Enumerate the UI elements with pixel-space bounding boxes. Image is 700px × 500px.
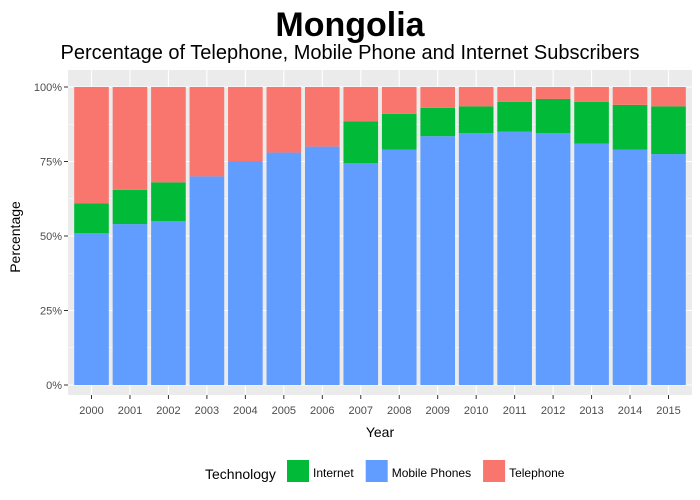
bar-telephone-2005 <box>266 87 302 153</box>
x-tick-label: 2013 <box>579 405 603 417</box>
bar-telephone-2001 <box>112 87 148 190</box>
bar-mobile-phones-2009 <box>420 136 456 385</box>
bars-group <box>74 87 686 385</box>
x-tick-label: 2004 <box>233 405 257 417</box>
bar-telephone-2009 <box>420 87 456 108</box>
bar-internet-2007 <box>343 121 379 163</box>
x-tick-label: 2014 <box>618 405 642 417</box>
legend: Technology Internet Mobile Phones Telephon… <box>205 460 565 482</box>
legend-label: Mobile Phones <box>392 466 471 480</box>
bar-telephone-2003 <box>189 87 225 177</box>
bar-telephone-2013 <box>574 87 609 102</box>
bar-internet-2012 <box>535 98 571 134</box>
legend-key-internet <box>287 460 309 482</box>
bar-telephone-2008 <box>381 87 417 114</box>
bar-telephone-2004 <box>228 87 263 162</box>
bar-telephone-2014 <box>612 87 648 105</box>
bar-telephone-2015 <box>651 87 686 107</box>
bar-internet-2000 <box>74 203 109 234</box>
x-tick-label: 2011 <box>503 405 527 417</box>
y-axis-title: Percentage <box>7 201 23 273</box>
bar-internet-2001 <box>112 189 148 225</box>
bar-mobile-phones-2005 <box>266 152 302 385</box>
y-tick-label: 100% <box>34 82 62 94</box>
x-tick-label: 2006 <box>310 405 334 417</box>
chart-subtitle: Percentage of Telephone, Mobile Phone an… <box>60 42 640 64</box>
bar-mobile-phones-2013 <box>574 143 609 385</box>
bar-telephone-2006 <box>304 87 340 147</box>
x-tick-label: 2007 <box>349 405 373 417</box>
bar-internet-2011 <box>497 101 532 132</box>
bar-telephone-2002 <box>151 87 186 183</box>
bar-mobile-phones-2010 <box>458 133 494 385</box>
x-axis-title: Year <box>366 424 395 440</box>
bar-telephone-2007 <box>343 87 379 122</box>
x-tick-label: 2008 <box>387 405 411 417</box>
bar-mobile-phones-2001 <box>112 224 148 385</box>
bar-mobile-phones-2007 <box>343 162 379 385</box>
bar-telephone-2000 <box>74 87 109 204</box>
bar-telephone-2010 <box>458 87 494 107</box>
bar-mobile-phones-2008 <box>381 149 417 385</box>
legend-key-telephone <box>483 460 506 482</box>
x-tick-label: 2002 <box>156 405 180 417</box>
legend-label: Internet <box>313 466 354 480</box>
bar-internet-2010 <box>458 106 494 134</box>
bar-mobile-phones-2012 <box>535 133 571 385</box>
y-tick-label: 25% <box>40 306 62 318</box>
chart-title: Mongolia <box>275 6 425 44</box>
bar-mobile-phones-2015 <box>651 154 686 385</box>
bar-telephone-2011 <box>497 87 532 102</box>
x-tick-label: 2010 <box>464 405 488 417</box>
bar-internet-2013 <box>574 101 609 144</box>
x-tick-label: 2009 <box>425 405 449 417</box>
bar-mobile-phones-2000 <box>74 233 109 385</box>
bar-mobile-phones-2002 <box>151 221 186 385</box>
y-tick-label: 0% <box>46 380 62 392</box>
bar-mobile-phones-2011 <box>497 131 532 385</box>
bar-mobile-phones-2014 <box>612 149 648 385</box>
bar-internet-2009 <box>420 107 456 137</box>
legend-label: Telephone <box>509 466 565 480</box>
x-tick-label: 2003 <box>195 405 219 417</box>
y-axis: 0% 25% 50% 75% 100% <box>34 82 68 392</box>
x-tick-label: 2015 <box>656 405 680 417</box>
x-tick-label: 2001 <box>118 405 142 417</box>
bar-mobile-phones-2003 <box>189 176 225 385</box>
y-tick-label: 50% <box>40 231 62 243</box>
bar-telephone-2012 <box>535 87 571 99</box>
bar-internet-2014 <box>612 104 648 150</box>
x-tick-label: 2005 <box>272 405 296 417</box>
x-axis: 2000 2001 2002 2003 2004 2005 2006 2007 2008 2009… <box>79 395 681 417</box>
bar-mobile-phones-2006 <box>304 146 340 385</box>
legend-title: Technology <box>205 466 276 482</box>
bar-internet-2008 <box>381 113 417 150</box>
x-tick-label: 2000 <box>79 405 103 417</box>
bar-mobile-phones-2004 <box>228 161 263 385</box>
y-tick-label: 75% <box>40 157 62 169</box>
bar-internet-2015 <box>651 106 686 155</box>
legend-key-mobile-phones <box>365 460 388 482</box>
bar-internet-2002 <box>151 182 186 222</box>
x-tick-label: 2012 <box>541 405 565 417</box>
